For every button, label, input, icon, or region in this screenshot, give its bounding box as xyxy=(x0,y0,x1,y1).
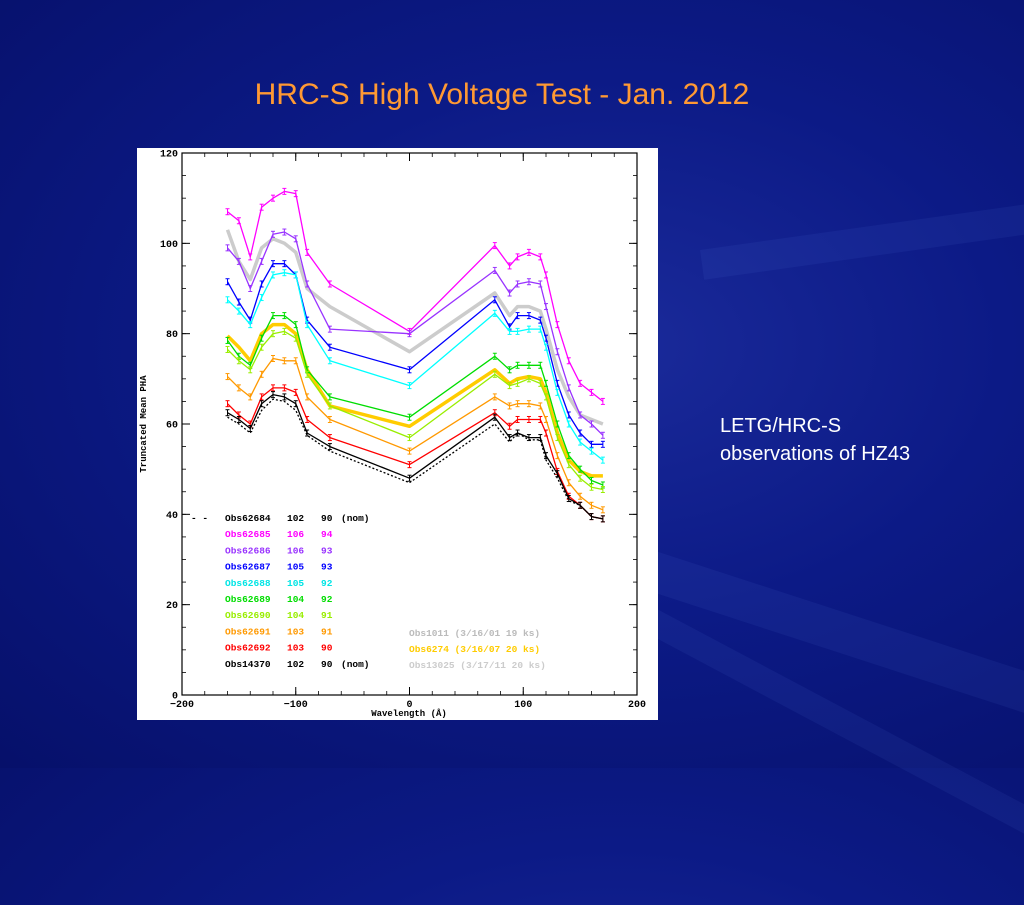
legend-hv1: 103 xyxy=(287,626,304,637)
series-line-obs62687 xyxy=(226,263,603,445)
series-layer xyxy=(225,187,605,523)
chart-panel: −200 −100 0 100 200 0 20 40 60 80 100 120 - - Obs626… xyxy=(137,148,658,720)
legend-label: Obs62684 xyxy=(225,513,271,524)
legend-hv2: 92 xyxy=(321,578,333,589)
series-line-obs13025 xyxy=(225,229,604,426)
x-tick-label: −100 xyxy=(284,700,308,711)
side-note: LETG/HRC-S observations of HZ43 xyxy=(720,412,1000,468)
series-line-obs62692 xyxy=(227,387,604,520)
legend-hv1: 106 xyxy=(287,545,304,556)
legend-linestyle-marker: - - xyxy=(191,513,208,524)
side-note-line-2: observations of HZ43 xyxy=(720,443,911,465)
y-tick-label: 80 xyxy=(166,330,178,341)
legend-reference-label: Obs1011 (3/16/01 19 ks) xyxy=(409,628,540,639)
legend-label: Obs62686 xyxy=(225,545,271,556)
legend-hv2: 93 xyxy=(321,545,333,556)
legend: - - Obs62684 102 90 (nom) Obs62685 106 94 Obs626… xyxy=(191,513,546,671)
legend-hv2: 92 xyxy=(321,594,333,605)
y-tick-label: 40 xyxy=(166,511,178,522)
background-streak xyxy=(700,166,1024,280)
y-tick-label: 60 xyxy=(166,421,178,432)
legend-label: Obs62689 xyxy=(225,594,271,605)
legend-hv1: 104 xyxy=(287,610,304,621)
legend-hv1: 106 xyxy=(287,529,304,540)
legend-hv1: 103 xyxy=(287,643,304,654)
slide-title: HRC-S High Voltage Test - Jan. 2012 xyxy=(254,78,750,111)
legend-label: Obs14370 xyxy=(225,659,271,670)
series-line-obs62690 xyxy=(227,330,604,491)
x-tick-label: 100 xyxy=(514,700,532,711)
y-tick-label: 100 xyxy=(160,240,178,251)
series-line-obs62688 xyxy=(227,272,604,461)
axes-layer: −200 −100 0 100 200 0 20 40 60 80 100 120 xyxy=(160,150,646,712)
legend-reference-label: Obs6274 (3/16/07 20 ks) xyxy=(409,644,540,655)
legend-hv2: 91 xyxy=(321,610,333,621)
y-axis-title: Truncated Mean PHA xyxy=(139,375,149,473)
x-tick-label: 0 xyxy=(406,700,412,711)
legend-hv2: 93 xyxy=(321,562,333,573)
legend-label: Obs62687 xyxy=(225,562,271,573)
legend-hv1: 102 xyxy=(287,513,304,524)
legend-label: Obs62691 xyxy=(225,626,271,637)
y-tick-label: 120 xyxy=(160,150,178,161)
y-tick-label: 0 xyxy=(172,692,178,703)
legend-hv1: 104 xyxy=(287,594,304,605)
legend-label: Obs62688 xyxy=(225,578,271,589)
legend-hv1: 105 xyxy=(287,562,304,573)
y-tick-label: 20 xyxy=(166,601,178,612)
legend-label: Obs62690 xyxy=(225,610,271,621)
legend-hv2: 90 xyxy=(321,513,333,524)
legend-note: (nom) xyxy=(341,513,370,524)
x-tick-label: −200 xyxy=(170,700,194,711)
x-axis-title: Wavelength (Å) xyxy=(371,708,447,719)
legend-label: Obs62692 xyxy=(225,643,271,654)
legend-hv2: 94 xyxy=(321,529,333,540)
legend-hv2: 90 xyxy=(321,659,333,670)
legend-reference-label: Obs13025 (3/17/11 20 ks) xyxy=(409,660,546,671)
series-line-obs62685 xyxy=(227,190,604,402)
legend-hv2: 91 xyxy=(321,626,333,637)
side-note-line-1: LETG/HRC-S xyxy=(720,415,842,437)
legend-note: (nom) xyxy=(341,659,370,670)
x-tick-label: 200 xyxy=(628,700,646,711)
line-chart: −200 −100 0 100 200 0 20 40 60 80 100 120 - - Obs626… xyxy=(139,150,646,720)
legend-hv1: 102 xyxy=(287,659,304,670)
legend-label: Obs62685 xyxy=(225,529,271,540)
legend-hv1: 105 xyxy=(287,578,304,589)
legend-hv2: 90 xyxy=(321,643,333,654)
